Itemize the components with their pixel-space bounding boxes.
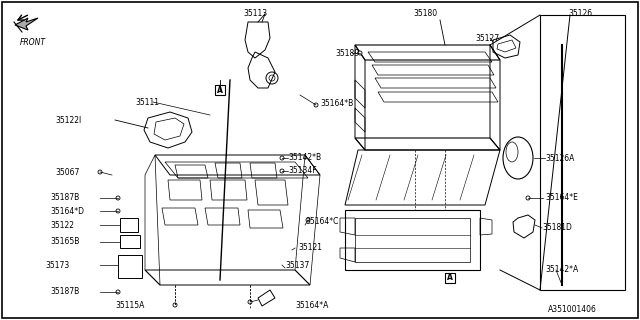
Text: 35126A: 35126A (545, 154, 574, 163)
Text: FRONT: FRONT (20, 37, 46, 46)
Text: A: A (217, 85, 223, 94)
Ellipse shape (116, 209, 120, 213)
Text: 35164*B: 35164*B (320, 99, 353, 108)
Text: A: A (447, 274, 453, 283)
Polygon shape (15, 18, 38, 30)
Text: 35122I: 35122I (55, 116, 81, 124)
Text: 35189: 35189 (335, 49, 359, 58)
Ellipse shape (526, 196, 530, 200)
Text: 35067: 35067 (55, 167, 79, 177)
Text: 35134F: 35134F (288, 165, 317, 174)
Text: 35164*A: 35164*A (295, 301, 328, 310)
Bar (215, 85, 225, 95)
Ellipse shape (314, 103, 318, 107)
Ellipse shape (248, 300, 252, 304)
Ellipse shape (173, 303, 177, 307)
Text: 35115A: 35115A (115, 301, 145, 310)
Text: 35180: 35180 (413, 9, 437, 18)
Text: 35164*C: 35164*C (305, 218, 339, 227)
Bar (445, 273, 455, 283)
Text: 35164*E: 35164*E (545, 194, 578, 203)
Text: 35137: 35137 (285, 260, 309, 269)
Text: 35126: 35126 (568, 9, 592, 18)
Text: 35113: 35113 (243, 9, 267, 18)
Text: A351001406: A351001406 (548, 306, 597, 315)
Text: 35122: 35122 (50, 220, 74, 229)
Ellipse shape (280, 156, 284, 160)
Ellipse shape (116, 196, 120, 200)
Text: 35187B: 35187B (50, 287, 79, 297)
Text: 35173: 35173 (45, 260, 69, 269)
Ellipse shape (358, 51, 362, 55)
Text: 35142*B: 35142*B (288, 153, 321, 162)
Text: 35121: 35121 (298, 244, 322, 252)
Ellipse shape (116, 290, 120, 294)
Text: 35187B: 35187B (50, 194, 79, 203)
Text: 35181D: 35181D (542, 223, 572, 233)
Ellipse shape (98, 170, 102, 174)
Text: 35164*D: 35164*D (50, 206, 84, 215)
Ellipse shape (280, 169, 284, 173)
Text: 35165B: 35165B (50, 237, 79, 246)
Ellipse shape (306, 218, 310, 222)
Text: 35127: 35127 (475, 34, 499, 43)
Text: 35111: 35111 (135, 98, 159, 107)
Text: 35142*A: 35142*A (545, 266, 579, 275)
